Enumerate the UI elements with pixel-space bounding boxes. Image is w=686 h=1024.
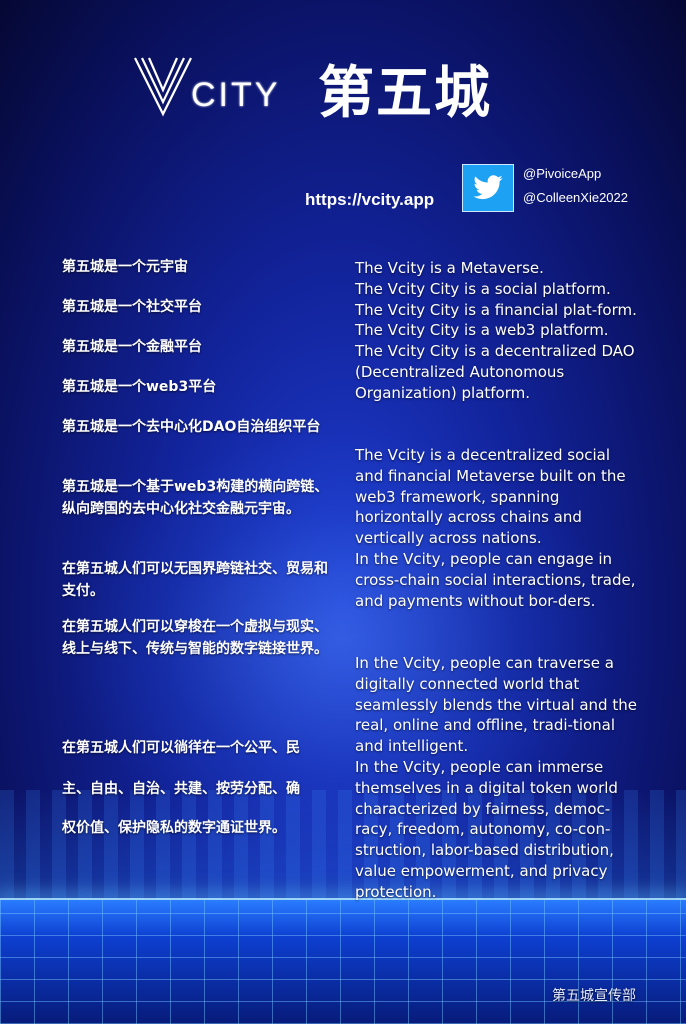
logo-wordmark: CITY (191, 76, 281, 114)
cn-line-token-world-3: 权价值、保护隐私的数字通证世界。 (62, 820, 286, 836)
cn-line-token-world-2: 主、自由、自治、共建、按劳分配、确 (62, 781, 300, 797)
en-paragraph-digital-world: In the Vcity, people can traverse a digi… (355, 654, 637, 901)
cn-line-social: 第五城是一个社交平台 (62, 299, 202, 315)
cn-line-token-world-1: 在第五城人们可以徜徉在一个公平、民 (62, 740, 300, 756)
website-link[interactable]: https://vcity.app (305, 190, 435, 209)
twitter-handle-pivoice[interactable]: @PivoiceApp (523, 166, 602, 181)
cn-paragraph-digital-world: 在第五城人们可以穿梭在一个虚拟与现实、线上与线下、传统与智能的数字链接世界。 (62, 619, 328, 657)
cn-line-metaverse: 第五城是一个元宇宙 (62, 259, 188, 275)
twitter-badge[interactable] (462, 164, 514, 212)
v-logo-icon (134, 57, 192, 117)
page-title: 第五城 (318, 61, 492, 126)
cn-line-dao: 第五城是一个去中心化DAO自治组织平台 (62, 419, 321, 435)
cn-line-financial: 第五城是一个金融平台 (62, 339, 202, 355)
publicity-department-credit: 第五城宣传部 (552, 988, 636, 1004)
en-paragraph-framework: The Vcity is a decentralized social and … (355, 446, 636, 610)
cn-paragraph-framework: 第五城是一个基于web3构建的横向跨链、纵向跨国的去中心化社交金融元宇宙。 (62, 479, 329, 517)
grid-floor-decoration (0, 900, 686, 1024)
twitter-bird-icon (473, 175, 503, 200)
cn-line-web3: 第五城是一个web3平台 (62, 379, 217, 395)
en-paragraph-platforms: The Vcity is a Metaverse. The Vcity City… (355, 259, 637, 402)
cn-paragraph-crosschain: 在第五城人们可以无国界跨链社交、贸易和支付。 (62, 561, 328, 599)
twitter-handle-colleen[interactable]: @ColleenXie2022 (523, 190, 628, 205)
